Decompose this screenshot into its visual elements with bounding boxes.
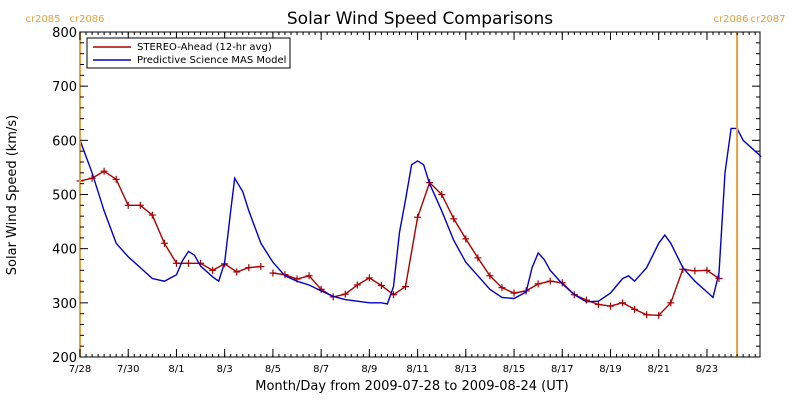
data-point bbox=[257, 263, 265, 271]
data-point bbox=[631, 305, 639, 313]
data-point bbox=[377, 282, 385, 289]
data-point bbox=[245, 264, 253, 272]
data-point bbox=[606, 302, 614, 310]
data-point bbox=[172, 259, 180, 267]
legend-label-mas: Predictive Science MAS Model bbox=[137, 55, 286, 66]
x-tick-label: 8/13 bbox=[455, 364, 477, 375]
data-point bbox=[703, 266, 711, 274]
data-point bbox=[498, 284, 506, 292]
series-line-stereo bbox=[79, 170, 261, 273]
y-tick-label: 700 bbox=[52, 80, 77, 95]
data-point bbox=[209, 266, 217, 274]
x-tick-label: 8/9 bbox=[361, 364, 377, 375]
y-tick-label: 600 bbox=[52, 134, 77, 149]
series-line-mas bbox=[79, 127, 762, 305]
carrington-label-left-1: cr2085 bbox=[25, 14, 60, 25]
x-tick-label: 7/28 bbox=[69, 364, 91, 375]
x-tick-label: 8/21 bbox=[647, 364, 669, 375]
x-tick-label: 8/1 bbox=[168, 364, 184, 375]
x-tick-label: 8/19 bbox=[599, 364, 621, 375]
data-point bbox=[534, 280, 542, 288]
data-point bbox=[414, 213, 422, 221]
x-tick-label: 8/23 bbox=[696, 364, 718, 375]
data-point bbox=[341, 290, 349, 298]
carrington-label-left-2: cr2086 bbox=[713, 14, 748, 25]
data-point bbox=[450, 215, 458, 223]
data-point bbox=[281, 271, 289, 279]
data-point bbox=[546, 277, 554, 285]
y-tick-label: 400 bbox=[52, 243, 77, 258]
x-tick-label: 8/5 bbox=[265, 364, 281, 375]
legend: STEREO-Ahead (12-hr avg) Predictive Scie… bbox=[86, 37, 291, 69]
data-point bbox=[643, 311, 651, 319]
data-point bbox=[715, 274, 723, 282]
data-point bbox=[438, 191, 446, 198]
data-point bbox=[691, 267, 699, 275]
x-tick-label: 8/15 bbox=[503, 364, 525, 375]
data-point bbox=[160, 239, 168, 247]
plot-area bbox=[79, 31, 761, 358]
data-point bbox=[594, 300, 602, 308]
y-tick-label: 300 bbox=[52, 297, 77, 312]
data-point bbox=[148, 211, 156, 219]
y-tick-label: 200 bbox=[52, 351, 77, 366]
data-point bbox=[136, 201, 144, 209]
data-point bbox=[233, 268, 241, 276]
data-point bbox=[462, 235, 470, 243]
x-tick-label: 7/30 bbox=[117, 364, 139, 375]
data-point bbox=[353, 281, 361, 289]
x-tick-label: 8/7 bbox=[313, 364, 329, 375]
x-tick-label: 8/17 bbox=[551, 364, 573, 375]
data-point bbox=[365, 274, 373, 282]
y-tick-label: 800 bbox=[52, 26, 77, 41]
data-point bbox=[124, 201, 132, 209]
x-axis-label: Month/Day from 2009-07-28 to 2009-08-24 … bbox=[255, 379, 568, 394]
data-point bbox=[667, 299, 675, 307]
data-point bbox=[402, 283, 410, 291]
x-tick-label: 8/11 bbox=[406, 364, 428, 375]
data-point bbox=[269, 269, 277, 277]
plot-frame bbox=[79, 31, 761, 358]
y-tick-label: 500 bbox=[52, 189, 77, 204]
data-point bbox=[655, 311, 663, 319]
data-point bbox=[185, 259, 193, 267]
axis-ticks: 200 300 400 500 600 700 800 7/28 7/30 8/1 8/3 8/5 8/… bbox=[52, 26, 760, 375]
data-point bbox=[100, 167, 108, 175]
legend-label-stereo: STEREO-Ahead (12-hr avg) bbox=[137, 42, 272, 53]
data-point bbox=[305, 272, 313, 280]
legend-box bbox=[86, 37, 291, 69]
carrington-label-right-2: cr2087 bbox=[750, 14, 785, 25]
carrington-label-right-1: cr2086 bbox=[69, 14, 104, 25]
chart-title: Solar Wind Speed Comparisons bbox=[287, 9, 553, 29]
data-point bbox=[112, 175, 120, 183]
series-layer bbox=[76, 127, 762, 319]
y-axis-label: Solar Wind Speed (km/s) bbox=[5, 115, 20, 275]
series-line-stereo bbox=[272, 181, 720, 317]
data-point bbox=[558, 279, 566, 287]
data-point bbox=[486, 272, 494, 280]
data-point bbox=[474, 254, 482, 262]
carrington-markers bbox=[79, 32, 739, 357]
data-point bbox=[510, 289, 518, 297]
data-point bbox=[619, 299, 627, 307]
x-tick-label: 8/3 bbox=[217, 364, 233, 375]
